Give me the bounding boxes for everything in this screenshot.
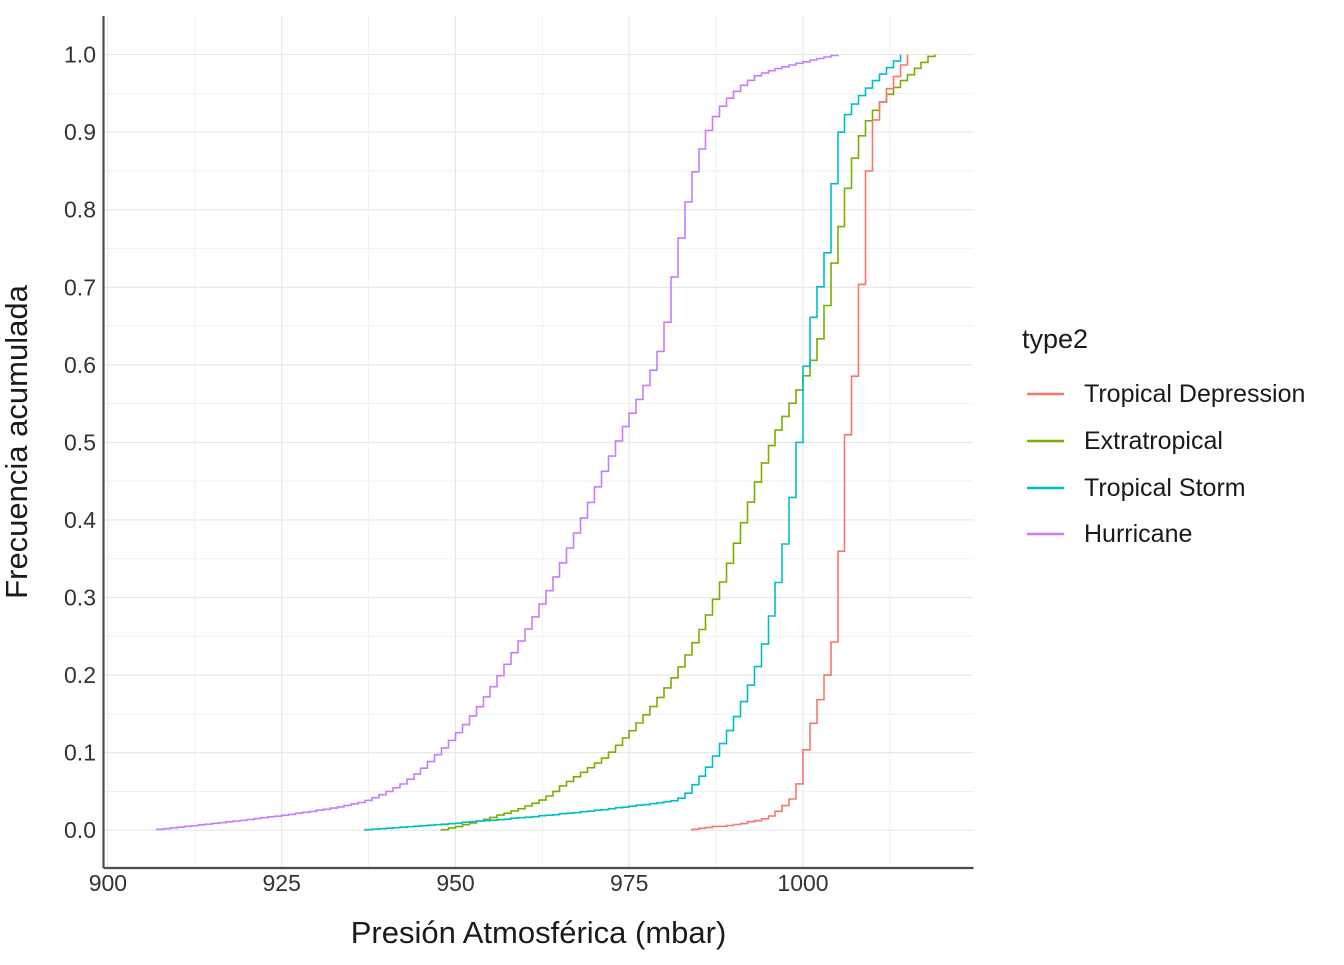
svg-text:0.9: 0.9 [64,119,96,145]
svg-text:900: 900 [89,870,127,896]
svg-text:Presión Atmosférica (mbar): Presión Atmosférica (mbar) [351,915,727,950]
svg-text:1000: 1000 [777,870,828,896]
svg-text:Frecuencia acumulada: Frecuencia acumulada [0,284,34,598]
svg-text:0.6: 0.6 [64,352,96,378]
svg-text:0.8: 0.8 [64,197,96,223]
svg-text:Tropical Depression: Tropical Depression [1084,380,1305,408]
svg-text:925: 925 [263,870,301,896]
svg-text:0.7: 0.7 [64,274,96,300]
svg-text:Extratropical: Extratropical [1084,427,1223,455]
svg-text:Tropical Storm: Tropical Storm [1084,474,1246,502]
svg-text:1.0: 1.0 [64,42,96,68]
svg-text:type2: type2 [1022,324,1088,354]
svg-text:0.1: 0.1 [64,740,96,766]
svg-text:0.0: 0.0 [64,817,96,843]
svg-text:Hurricane: Hurricane [1084,520,1192,548]
svg-text:0.2: 0.2 [64,662,96,688]
svg-text:0.3: 0.3 [64,585,96,611]
svg-text:950: 950 [436,870,474,896]
svg-text:0.4: 0.4 [64,507,96,533]
svg-text:975: 975 [610,870,648,896]
svg-text:0.5: 0.5 [64,429,96,455]
